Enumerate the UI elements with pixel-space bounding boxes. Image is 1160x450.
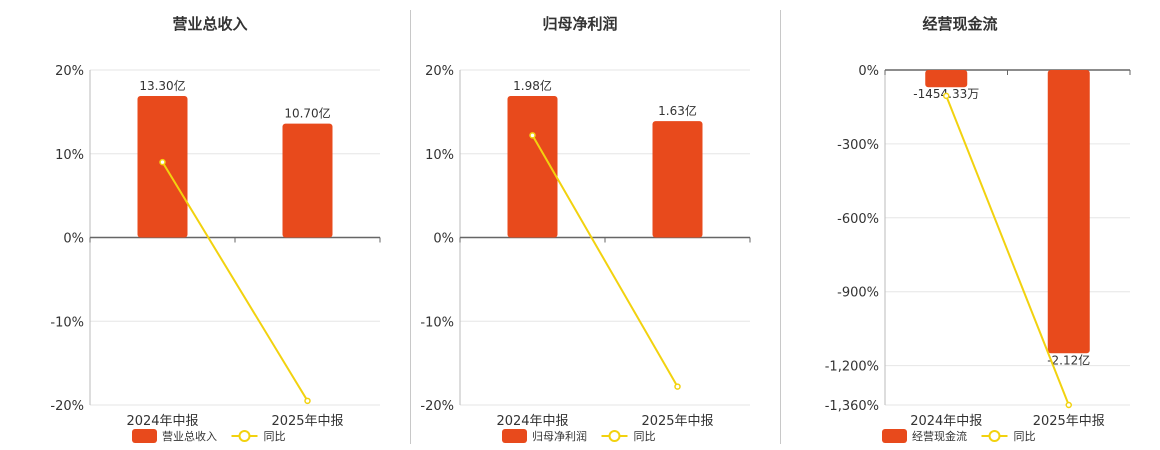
bar-1-2 — [282, 123, 333, 238]
y-tick-label: -1,360% — [825, 399, 879, 414]
legend-swatch-marker — [988, 430, 1001, 442]
chart-divider-2 — [780, 10, 781, 444]
yoy-point-3-1 — [943, 92, 950, 100]
y-tick-label: 0% — [858, 64, 879, 79]
chart-title-1: 营业总收入 — [172, 15, 247, 33]
x-category-label: 2024年中报 — [126, 414, 198, 429]
legend-swatch-bar — [882, 429, 907, 443]
y-tick-label: -1,200% — [825, 360, 879, 375]
y-tick-label: -900% — [837, 286, 879, 301]
yoy-point-3-2 — [1065, 401, 1072, 409]
yoy-line-1 — [161, 161, 309, 402]
bar-data-label: 10.70亿 — [284, 106, 330, 121]
yoy-line-3 — [945, 95, 1070, 406]
y-tick-label: -10% — [420, 315, 454, 330]
bar-data-label: 1.63亿 — [658, 103, 697, 118]
y-tick-label: -20% — [50, 399, 84, 414]
x-category-label: 2024年中报 — [496, 414, 568, 429]
yoy-point-2-2 — [674, 383, 681, 390]
bar-2-2 — [652, 121, 703, 238]
legend-label-bar: 营业总收入 — [162, 429, 217, 443]
x-category-label: 2025年中报 — [1033, 414, 1105, 429]
yoy-line-2 — [531, 134, 679, 388]
chart-title-3: 经营现金流 — [922, 15, 997, 33]
legend-label-bar: 归母净利润 — [532, 429, 587, 443]
x-category-label: 2024年中报 — [910, 414, 982, 429]
y-tick-label: 10% — [55, 148, 84, 163]
chart-divider-1 — [410, 10, 411, 444]
bar-2-1 — [507, 95, 558, 238]
x-category-label: 2025年中报 — [271, 414, 343, 429]
y-tick-label: -20% — [420, 399, 454, 414]
y-tick-label: -10% — [50, 315, 84, 330]
legend-swatch-marker — [238, 430, 251, 442]
y-tick-label: -300% — [837, 138, 879, 153]
legend-label-line: 同比 — [634, 430, 656, 443]
chart-title-2: 归母净利润 — [542, 15, 617, 33]
yoy-point-2-1 — [529, 132, 536, 139]
y-tick-label: 20% — [425, 64, 454, 79]
legend-label-bar: 经营现金流 — [912, 429, 967, 443]
bar-3-1 — [925, 70, 968, 88]
legend-label-line: 同比 — [1014, 430, 1036, 443]
legend-swatch-bar — [132, 429, 157, 443]
y-tick-label: -600% — [837, 212, 879, 227]
yoy-point-1-2 — [304, 397, 311, 405]
yoy-point-1-1 — [159, 158, 166, 166]
bar-data-label: -2.12亿 — [1047, 352, 1090, 367]
bar-data-label: 13.30亿 — [139, 78, 185, 93]
y-tick-label: 0% — [63, 232, 84, 247]
bar-1-1 — [137, 95, 188, 238]
bar-3-2 — [1047, 70, 1090, 354]
legend-swatch-bar — [502, 429, 527, 443]
y-tick-label: 20% — [55, 64, 84, 79]
x-category-label: 2025年中报 — [641, 414, 713, 429]
bar-data-label: 1.98亿 — [513, 78, 552, 93]
y-tick-label: 0% — [433, 232, 454, 247]
legend-label-line: 同比 — [264, 430, 286, 443]
y-tick-label: 10% — [425, 148, 454, 163]
legend-swatch-marker — [608, 430, 621, 442]
